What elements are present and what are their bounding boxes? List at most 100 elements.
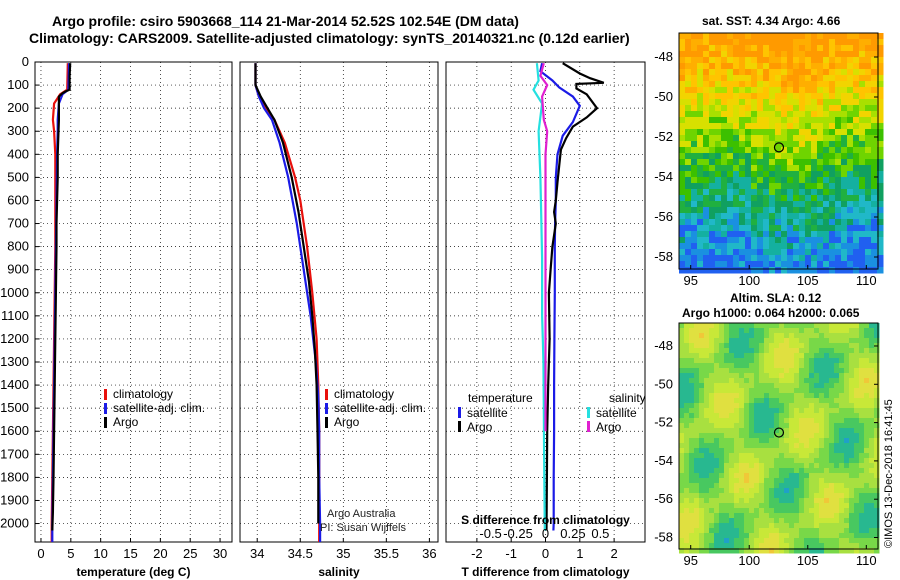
map-cell [704, 488, 710, 494]
map-cell [744, 468, 750, 474]
map-cell [859, 463, 865, 469]
map-cell [789, 538, 795, 544]
map-cell [689, 513, 695, 519]
map-cell [799, 328, 805, 334]
map-cell [684, 383, 690, 389]
map-cell [789, 433, 795, 439]
map-cell [759, 343, 765, 349]
map-cell [733, 39, 740, 46]
map-cell [739, 231, 746, 238]
map-cell [754, 528, 760, 534]
map-cell [841, 45, 848, 52]
map-cell [684, 498, 690, 504]
map-cell [839, 448, 845, 454]
map-cell [824, 443, 830, 449]
map-cell [834, 438, 840, 444]
map-cell [699, 513, 705, 519]
map-cell [769, 533, 775, 539]
map-cell [724, 333, 730, 339]
figure-title-line1: Argo profile: csiro 5903668_114 21-Mar-2… [52, 13, 519, 29]
y-tick-label: 0 [22, 54, 29, 69]
map-cell [824, 543, 830, 549]
map-cell [799, 57, 806, 64]
map-cell [789, 418, 795, 424]
map-cell [793, 81, 800, 88]
map-cell [754, 443, 760, 449]
map-cell [724, 418, 730, 424]
map-cell [709, 518, 715, 524]
map-cell [814, 488, 820, 494]
map-cell [697, 267, 704, 274]
map-cell [829, 528, 835, 534]
map-cell [714, 378, 720, 384]
map-cell [839, 483, 845, 489]
map-cell [697, 243, 704, 250]
map-y-tick-label: -56 [654, 209, 673, 224]
map-cell [819, 388, 825, 394]
map-cell [834, 378, 840, 384]
map-cell [754, 503, 760, 509]
map-cell [715, 57, 722, 64]
map-cell [865, 219, 872, 226]
map-cell [874, 413, 880, 419]
map-cell [769, 338, 775, 344]
map-cell [853, 243, 860, 250]
map-cell [871, 171, 878, 178]
map-cell [814, 433, 820, 439]
map-cell [811, 147, 818, 154]
map-cell [839, 358, 845, 364]
map-cell [757, 183, 764, 190]
map-cell [814, 373, 820, 379]
map-cell [849, 473, 855, 479]
map-cell [865, 165, 872, 172]
map-cell [835, 207, 842, 214]
map-cell [809, 503, 815, 509]
map-cell [699, 348, 705, 354]
map-cell [834, 358, 840, 364]
map-cell [704, 453, 710, 459]
map-cell [817, 195, 824, 202]
map-cell [685, 99, 692, 106]
map-cell [721, 57, 728, 64]
map-cell [689, 408, 695, 414]
map-cell [745, 147, 752, 154]
map-cell [874, 433, 880, 439]
map-cell [823, 87, 830, 94]
map-cell [844, 388, 850, 394]
map-cell [703, 231, 710, 238]
map-cell [744, 323, 750, 329]
map-cell [859, 428, 865, 434]
map-cell [774, 398, 780, 404]
map-cell [869, 403, 875, 409]
map-cell [789, 488, 795, 494]
map-cell [779, 508, 785, 514]
map-cell [779, 453, 785, 459]
map-cell [834, 538, 840, 544]
map-cell [809, 323, 815, 329]
map-cell [829, 243, 836, 250]
map-cell [869, 508, 875, 514]
map-cell [775, 165, 782, 172]
map-cell [847, 237, 854, 244]
map-cell [844, 528, 850, 534]
map-cell [859, 237, 866, 244]
map-cell [744, 408, 750, 414]
map-cell [769, 538, 775, 544]
map-cell [733, 201, 740, 208]
map-cell [847, 57, 854, 64]
map-cell [763, 153, 770, 160]
map-cell [764, 463, 770, 469]
map-cell [793, 117, 800, 124]
map-cell [877, 249, 884, 256]
map-cell [709, 483, 715, 489]
map-cell [691, 207, 698, 214]
map-cell [779, 488, 785, 494]
map-cell [764, 548, 770, 554]
map-cell [799, 231, 806, 238]
map-cell [774, 478, 780, 484]
map-cell [859, 129, 866, 136]
map-cell [739, 343, 745, 349]
map-cell [804, 383, 810, 389]
map-cell [819, 353, 825, 359]
map-cell [844, 508, 850, 514]
